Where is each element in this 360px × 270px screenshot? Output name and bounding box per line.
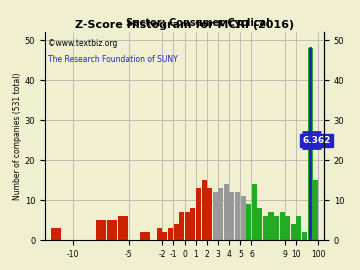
Bar <box>307 48 312 240</box>
Text: The Research Foundation of SUNY: The Research Foundation of SUNY <box>48 55 177 64</box>
Bar <box>296 216 301 240</box>
Bar <box>280 212 285 240</box>
Bar <box>196 188 201 240</box>
Text: Sector: Consumer Cyclical: Sector: Consumer Cyclical <box>126 18 270 28</box>
Text: 6.362: 6.362 <box>302 136 330 145</box>
Bar <box>218 188 223 240</box>
Bar <box>107 220 117 240</box>
Bar <box>274 216 279 240</box>
Bar <box>179 212 184 240</box>
Title: Z-Score Histogram for MCRI (2016): Z-Score Histogram for MCRI (2016) <box>75 20 294 30</box>
Bar <box>157 228 162 240</box>
Bar <box>263 216 268 240</box>
Bar <box>269 212 274 240</box>
Bar <box>285 216 290 240</box>
Bar <box>168 228 173 240</box>
Bar <box>246 204 251 240</box>
Bar <box>174 224 179 240</box>
Bar <box>257 208 262 240</box>
Text: ©www.textbiz.org: ©www.textbiz.org <box>48 39 117 48</box>
Bar <box>213 192 218 240</box>
Bar <box>207 188 212 240</box>
Y-axis label: Number of companies (531 total): Number of companies (531 total) <box>13 73 22 200</box>
Bar <box>229 192 234 240</box>
Bar <box>162 232 167 240</box>
Bar <box>118 216 128 240</box>
Bar <box>202 180 207 240</box>
Bar <box>140 232 150 240</box>
Bar <box>185 212 190 240</box>
Bar <box>224 184 229 240</box>
Bar <box>96 220 106 240</box>
Bar <box>252 184 257 240</box>
Bar <box>313 180 318 240</box>
Bar <box>190 208 195 240</box>
Bar <box>291 224 296 240</box>
Bar <box>240 196 246 240</box>
Bar <box>302 232 307 240</box>
Bar <box>235 192 240 240</box>
Bar <box>51 228 61 240</box>
